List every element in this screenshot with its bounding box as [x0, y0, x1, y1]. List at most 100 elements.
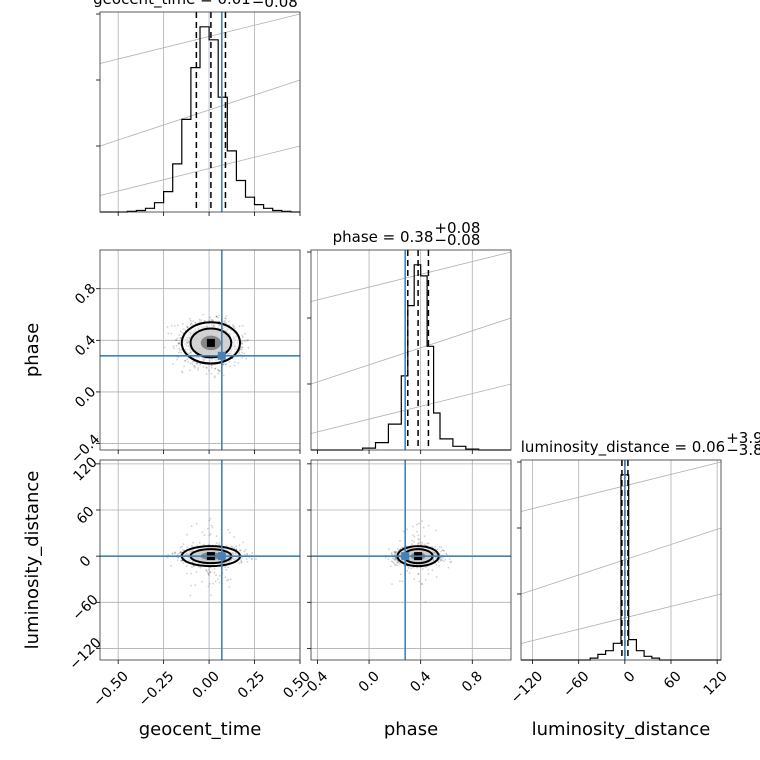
sample-point [222, 363, 225, 366]
sample-point [202, 313, 204, 316]
sample-point [213, 571, 216, 574]
sample-point [250, 558, 253, 561]
sample-point [177, 356, 180, 359]
sample-point [449, 561, 452, 564]
panel-frame-1-1 [310, 249, 512, 451]
histogram-phase [311, 264, 511, 451]
sample-point [173, 325, 176, 327]
sample-point [208, 534, 211, 537]
sample-point [186, 533, 188, 536]
sample-point [421, 583, 423, 586]
sample-point [189, 369, 191, 371]
sample-point [441, 559, 443, 562]
sample-point [217, 578, 219, 581]
sample-point [218, 542, 221, 544]
sample-point [441, 549, 444, 551]
sample-point [413, 578, 416, 580]
sample-point [189, 324, 192, 327]
sample-point [401, 580, 404, 583]
sample-point [163, 346, 166, 349]
sample-point [439, 559, 442, 562]
sample-point [397, 561, 400, 564]
sample-point [392, 557, 394, 559]
sample-point [240, 348, 243, 351]
sample-point [248, 556, 251, 559]
sample-point [223, 321, 226, 324]
sample-point [233, 361, 236, 363]
x-tick-label-luminosity_distance-3: 60 [661, 668, 685, 692]
sample-point [218, 581, 221, 584]
sample-point [184, 329, 187, 332]
sample-point [231, 546, 234, 548]
sample-point [393, 558, 395, 560]
sample-point [173, 551, 176, 554]
sample-point [182, 332, 184, 334]
sample-point [420, 543, 423, 546]
sample-point [232, 324, 234, 326]
sample-point [399, 580, 401, 582]
x-axis-label-geocent_time: geocent_time [139, 719, 262, 740]
sample-point [190, 572, 193, 575]
sample-point [228, 360, 231, 363]
sample-point [244, 548, 247, 551]
sample-point [405, 545, 408, 547]
sample-point [202, 366, 205, 368]
sample-point [411, 539, 414, 542]
sample-point [208, 573, 210, 575]
sample-point [235, 545, 238, 548]
sample-point [186, 546, 188, 549]
sample-point [180, 351, 183, 354]
sample-point [233, 547, 236, 549]
sample-point [417, 543, 419, 545]
sample-point [205, 366, 208, 369]
sample-point [175, 344, 178, 347]
title-plus-luminosity_distance: +3.93 [726, 429, 760, 447]
sample-point [241, 340, 244, 343]
sample-point [387, 558, 390, 560]
sample-point [218, 314, 221, 317]
frame-layer [99, 11, 722, 661]
sample-point [434, 545, 437, 548]
sample-point [179, 551, 182, 554]
sample-point [192, 360, 194, 363]
sample-point [448, 558, 451, 560]
sample-point [246, 560, 249, 563]
x-tick-label-luminosity_distance-4: 120 [701, 668, 731, 698]
truth-marker-2-1 [401, 552, 410, 561]
sample-point [178, 347, 181, 350]
sample-point [425, 566, 427, 569]
sample-point [209, 517, 212, 520]
sample-point [194, 321, 196, 324]
sample-point [176, 358, 179, 361]
sample-point [205, 373, 208, 375]
sample-point [205, 570, 208, 572]
sample-point [397, 548, 399, 550]
sample-point [396, 564, 399, 566]
sample-point [436, 548, 439, 551]
sample-point [177, 553, 180, 555]
y-axis-label-phase: phase [22, 323, 43, 377]
sample-point [434, 529, 437, 532]
sample-point [198, 318, 201, 321]
sample-point [421, 520, 423, 522]
sample-point [166, 326, 169, 328]
sample-point [395, 550, 398, 553]
sample-point [243, 352, 246, 355]
sample-point [402, 530, 405, 533]
sample-point [238, 352, 241, 354]
sample-point [240, 561, 243, 564]
sample-point [193, 365, 196, 368]
sample-point [215, 574, 218, 577]
panel-title-geocent_time: geocent_time = 0.01+0.08−0.08 [93, 0, 298, 11]
sample-point [440, 546, 443, 549]
sample-point [207, 527, 209, 530]
sample-point [192, 564, 195, 567]
sample-point [178, 552, 181, 554]
sample-point [245, 357, 248, 360]
sample-point [224, 317, 227, 320]
sample-point [199, 363, 202, 366]
grid-line-hist-1 [310, 251, 512, 302]
sample-point [189, 594, 192, 597]
sample-point [208, 568, 211, 571]
sample-point [191, 544, 193, 547]
